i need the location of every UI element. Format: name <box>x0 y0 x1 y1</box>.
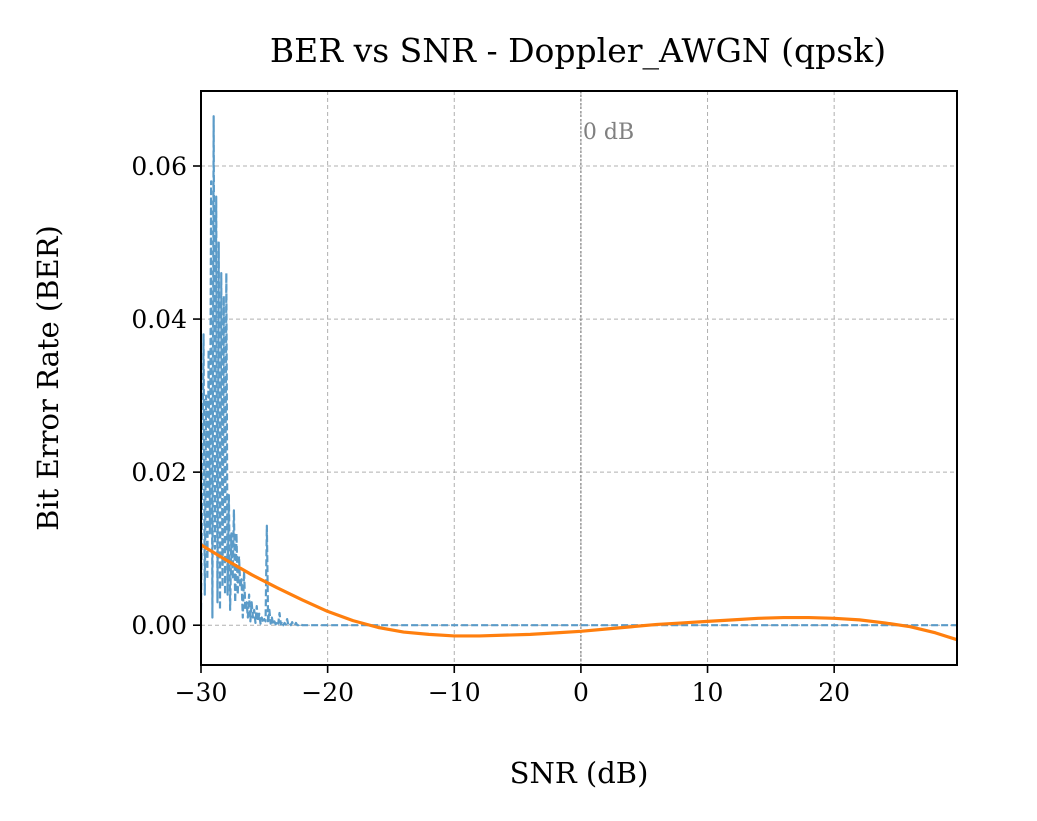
x-axis-ticks: −30 −20 −10 0 10 20 <box>175 665 850 707</box>
y-tick-label: 0.00 <box>131 611 187 640</box>
y-tick-label: 0.04 <box>131 305 187 334</box>
x-tick-label: 10 <box>692 678 724 707</box>
series-group <box>201 115 957 642</box>
zero-db-label: 0 dB <box>583 120 634 145</box>
chart-title: BER vs SNR - Doppler_AWGN (qpsk) <box>270 31 886 71</box>
zero-db-marker: 0 dB <box>580 91 634 665</box>
plot-frame <box>200 90 958 666</box>
ber-dashed-series-line <box>201 115 957 627</box>
x-tick-label: 20 <box>818 678 850 707</box>
y-tick-label: 0.06 <box>131 152 187 181</box>
y-axis-label: Bit Error Rate (BER) <box>31 225 65 531</box>
x-axis-label: SNR (dB) <box>510 756 649 790</box>
x-tick-label: −30 <box>175 678 228 707</box>
y-tick-label: 0.02 <box>131 458 187 487</box>
ber-fit-series-line <box>201 543 957 642</box>
y-axis-ticks: 0.00 0.02 0.04 0.06 <box>131 152 201 640</box>
x-tick-label: −20 <box>301 678 354 707</box>
x-tick-label: 0 <box>573 678 589 707</box>
x-tick-label: −10 <box>428 678 481 707</box>
